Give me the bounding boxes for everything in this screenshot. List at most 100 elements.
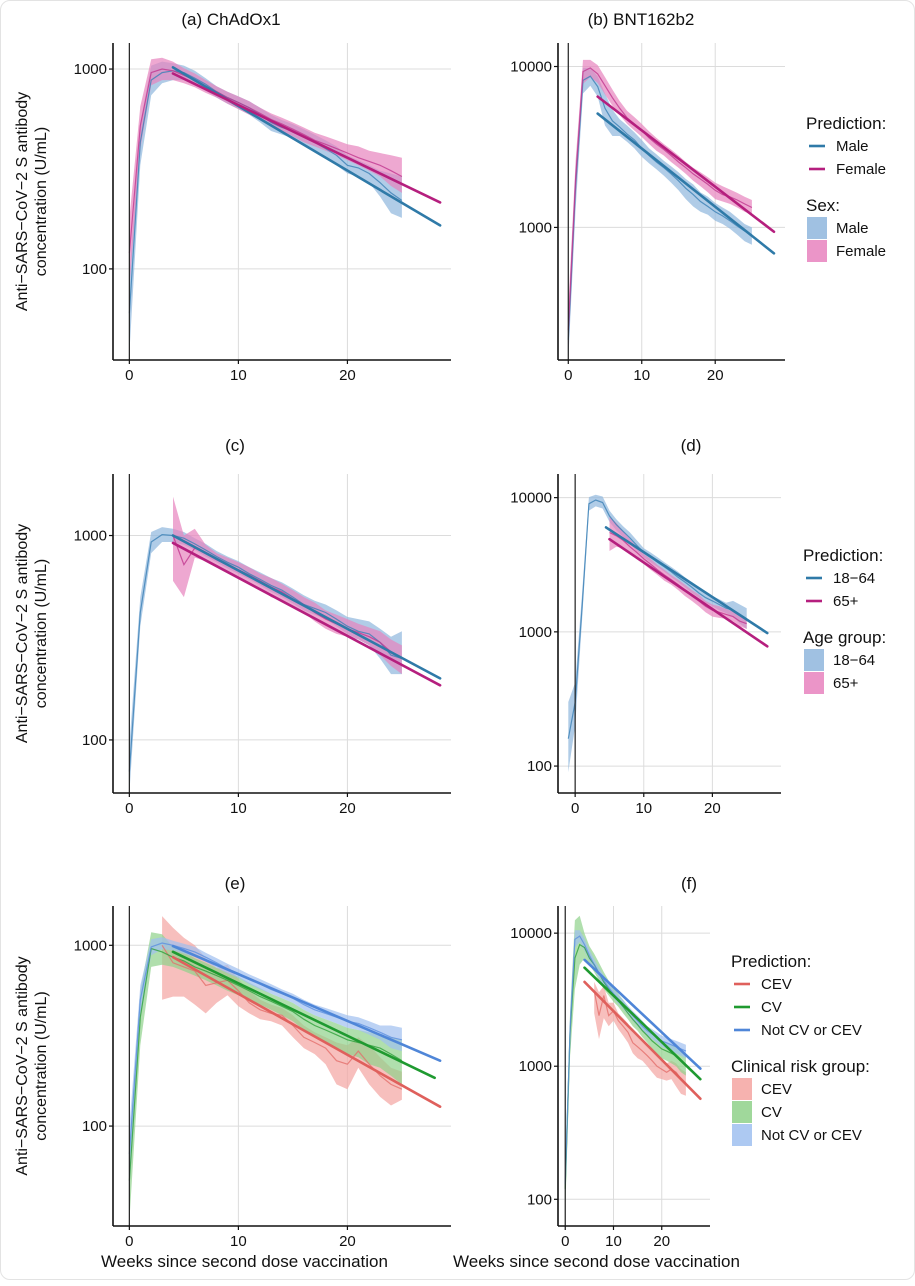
prediction-line-cev <box>583 980 702 1101</box>
legend-label: Male <box>836 220 869 237</box>
prediction-line-male <box>596 112 776 255</box>
x-tick-label: 0 <box>564 367 572 384</box>
observed-line-18-64 <box>567 499 748 739</box>
legend: Prediction: CEV CV Not CV or CEV Clinical ri… <box>731 952 870 1146</box>
ci-ribbon-cv <box>565 915 686 1213</box>
y-tick-label: 100 <box>82 261 107 278</box>
prediction-line-18-64 <box>604 526 769 635</box>
legend-label: CV <box>761 999 782 1016</box>
ci-ribbon-male <box>568 67 752 361</box>
y-tick-label: 1000 <box>74 528 107 545</box>
panel-a: (a) ChAdOx1 Anti−SARS−CoV−2 S antibody co… <box>14 10 451 384</box>
x-tick-label: 20 <box>653 1233 670 1250</box>
prediction-line-65- <box>171 541 442 687</box>
y-axis-label-line: concentration (U/mL) <box>33 991 50 1140</box>
x-tick-label: 0 <box>125 800 133 817</box>
y-tick-label: 100 <box>82 1118 107 1135</box>
x-tick-label: 0 <box>571 800 579 817</box>
legend-title: Age group: <box>803 628 886 647</box>
y-axis-label-line: concentration (U/mL) <box>33 559 50 708</box>
observed-line-cev <box>161 944 403 1090</box>
y-tick-label: 100 <box>527 758 552 775</box>
legend-label: 65+ <box>833 593 859 610</box>
ci-ribbon-65- <box>173 496 402 675</box>
legend-label: CEV <box>761 1081 792 1098</box>
legend-fill-key <box>807 240 827 262</box>
legend-label: 65+ <box>833 675 859 692</box>
x-axis-label: Weeks since second dose vaccination <box>101 1252 388 1271</box>
legend-title: Sex: <box>806 196 840 215</box>
panel-title: (d) <box>681 436 702 455</box>
x-tick-label: 20 <box>704 800 721 817</box>
panel-title: (f) <box>681 874 697 893</box>
legend-label: Male <box>836 138 869 155</box>
ci-ribbon-female <box>129 57 402 289</box>
legend-fill-key <box>732 1101 752 1123</box>
y-tick-label: 1000 <box>519 624 552 641</box>
x-tick-label: 20 <box>707 367 724 384</box>
panel-d: (d) 0 10 20 100 1000 10000 Prediction: 18−64 65+… <box>510 436 886 817</box>
ci-ribbon-65- <box>609 516 747 629</box>
legend-fill-key <box>732 1124 752 1146</box>
y-tick-label: 1000 <box>519 219 552 236</box>
x-tick-label: 10 <box>635 800 652 817</box>
x-tick-label: 20 <box>339 1233 356 1250</box>
x-tick-label: 10 <box>633 367 650 384</box>
y-tick-label: 10000 <box>510 925 552 942</box>
prediction-line-male <box>171 66 442 227</box>
panel-title: (b) BNT162b2 <box>588 10 695 29</box>
legend-label: 18−64 <box>833 652 875 669</box>
y-tick-label: 1000 <box>74 937 107 954</box>
y-axis-label: Anti−SARS−CoV−2 S antibody concentration … <box>14 524 50 743</box>
ci-ribbon-female <box>568 59 752 352</box>
observed-line-cv <box>564 943 687 1189</box>
y-axis-label-line: concentration (U/mL) <box>33 127 50 276</box>
panel-f: (f) Weeks since second dose vaccination … <box>453 874 870 1271</box>
y-axis-label-line: Anti−SARS−CoV−2 S antibody <box>14 92 31 311</box>
x-tick-label: 10 <box>230 1233 247 1250</box>
legend-fill-key <box>804 672 824 694</box>
x-tick-label: 20 <box>339 367 356 384</box>
panel-title: (e) <box>225 874 246 893</box>
prediction-line-cv <box>171 950 436 1080</box>
ci-ribbon-18-64 <box>129 527 402 793</box>
prediction-line-female <box>596 95 776 234</box>
x-tick-label: 0 <box>125 1233 133 1250</box>
ci-ribbon-cv <box>129 932 402 1221</box>
panel-title: (c) <box>225 436 245 455</box>
y-axis-label: Anti−SARS−CoV−2 S antibody concentration … <box>14 92 50 311</box>
x-tick-label: 10 <box>605 1233 622 1250</box>
ci-ribbon-male <box>129 61 402 353</box>
ci-ribbon-not-cv-or-cev <box>129 937 402 1189</box>
legend-label: Female <box>836 243 886 260</box>
legend-fill-key <box>807 217 827 239</box>
prediction-line-not-cv-or-cev <box>583 958 702 1070</box>
prediction-line-18-64 <box>171 534 442 680</box>
legend-label: 18−64 <box>833 570 875 587</box>
x-tick-label: 0 <box>561 1233 569 1250</box>
prediction-line-not-cv-or-cev <box>171 944 442 1062</box>
x-tick-label: 0 <box>125 367 133 384</box>
y-axis-label-line: Anti−SARS−CoV−2 S antibody <box>14 524 31 743</box>
prediction-line-cv <box>583 966 702 1081</box>
prediction-line-65- <box>608 537 769 648</box>
legend-title: Prediction: <box>806 114 886 133</box>
y-tick-label: 10000 <box>510 59 552 76</box>
panel-c: (c) Anti−SARS−CoV−2 S antibody concentrat… <box>14 436 451 817</box>
x-tick-label: 10 <box>230 367 247 384</box>
observed-line-female <box>567 67 753 331</box>
observed-line-18-64 <box>128 533 403 772</box>
x-tick-label: 20 <box>339 800 356 817</box>
y-tick-label: 100 <box>82 732 107 749</box>
legend: Prediction: 18−64 65+ Age group: 18−64 65+ <box>803 546 886 694</box>
legend-label: Female <box>836 161 886 178</box>
y-tick-label: 1000 <box>519 1058 552 1075</box>
legend-label: CV <box>761 1104 782 1121</box>
panel-title: (a) ChAdOx1 <box>181 10 280 29</box>
y-tick-label: 1000 <box>74 61 107 78</box>
prediction-line-female <box>171 72 442 204</box>
legend-fill-key <box>804 649 824 671</box>
observed-line-male <box>567 75 753 340</box>
